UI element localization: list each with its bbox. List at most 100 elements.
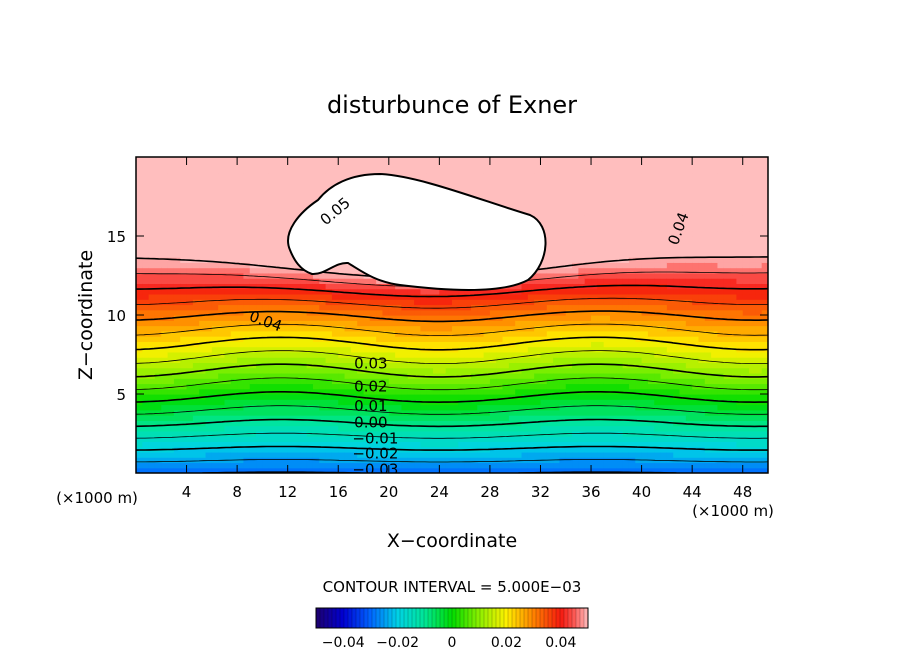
contour-cell: [527, 204, 535, 211]
contour-cell: [136, 351, 143, 358]
contour-cell: [230, 251, 238, 258]
contour-cell: [508, 372, 516, 379]
contour-cell: [414, 157, 421, 163]
contour-cell: [161, 362, 169, 369]
contour-cell: [527, 430, 535, 437]
contour-cell: [275, 330, 282, 337]
contour-cell: [496, 288, 504, 295]
contour-cell: [527, 167, 535, 174]
contour-cell: [199, 199, 207, 205]
contour-cell: [306, 372, 314, 379]
contour-cell: [654, 293, 662, 300]
contour-cell: [584, 341, 592, 348]
contour-cell: [186, 404, 194, 411]
contour-cell: [534, 288, 542, 295]
contour-cell: [224, 209, 232, 216]
contour-cell: [186, 409, 194, 416]
contour-cell: [578, 399, 586, 406]
contour-cell: [572, 172, 579, 179]
contour-cell: [470, 409, 478, 416]
contour-cell: [572, 283, 579, 290]
contour-cell: [136, 209, 143, 216]
contour-cell: [294, 367, 301, 374]
contour-cell: [256, 320, 263, 327]
contour-cell: [211, 336, 219, 342]
contour-cell: [597, 362, 605, 369]
contour-cell: [610, 246, 617, 253]
contour-cell: [439, 378, 447, 385]
contour-cell: [161, 462, 169, 469]
contour-cell: [136, 220, 143, 227]
contour-cell: [294, 441, 301, 448]
contour-cell: [148, 441, 156, 448]
contour-cell: [331, 436, 339, 442]
contour-cell: [243, 193, 251, 200]
contour-cell: [148, 451, 156, 458]
contour-cell: [616, 283, 624, 290]
contour-cell: [154, 341, 162, 348]
contour-cell: [502, 425, 510, 432]
contour-cell: [395, 436, 403, 442]
contour-cell: [452, 415, 459, 421]
contour-cell: [603, 399, 611, 406]
contour-cell: [565, 257, 573, 263]
contour-cell: [300, 278, 308, 284]
contour-cell: [458, 420, 466, 427]
contour-cell: [325, 304, 333, 311]
contour-cell: [414, 309, 421, 316]
contour-cell: [136, 436, 143, 442]
contour-cell: [275, 157, 282, 163]
contour-cell: [230, 430, 238, 437]
contour-cell: [610, 351, 617, 358]
contour-cell: [142, 183, 150, 190]
contour-cell: [218, 357, 226, 363]
contour-cell: [224, 325, 232, 332]
contour-cell: [281, 299, 289, 306]
contour-cell: [553, 394, 561, 400]
contour-cell: [142, 236, 150, 242]
contour-cell: [439, 336, 447, 342]
contour-cell: [350, 288, 358, 295]
contour-cell: [420, 404, 428, 411]
contour-cell: [502, 304, 510, 311]
contour-cell: [192, 246, 200, 253]
contour-cell: [256, 293, 263, 300]
contour-cell: [407, 330, 415, 337]
contour-cell: [433, 351, 440, 358]
contour-cell: [205, 162, 213, 169]
contour-cell: [628, 193, 636, 200]
contour-cell: [603, 304, 611, 311]
contour-cell: [647, 446, 655, 453]
contour-cell: [205, 399, 213, 406]
contour-cell: [211, 346, 219, 353]
contour-cell: [319, 304, 327, 311]
contour-cell: [306, 451, 314, 458]
contour-cell: [414, 288, 421, 295]
contour-cell: [287, 425, 295, 432]
contour-cell: [603, 172, 611, 179]
contour-cell: [262, 251, 270, 258]
contour-cell: [540, 257, 548, 263]
contour-cell: [477, 425, 485, 432]
contour-cell: [553, 378, 561, 385]
contour-cell: [559, 341, 567, 348]
contour-cell: [565, 272, 573, 279]
contour-cell: [553, 293, 561, 300]
contour-cell: [357, 430, 365, 437]
contour-cell: [344, 288, 352, 295]
contour-cell: [154, 362, 162, 369]
contour-cell: [205, 183, 213, 190]
contour-cell: [300, 315, 308, 321]
contour-cell: [148, 230, 156, 237]
contour-cell: [521, 330, 529, 337]
contour-cell: [401, 351, 409, 358]
contour-cell: [148, 388, 156, 395]
contour-cell: [306, 178, 314, 184]
contour-cell: [300, 457, 308, 464]
contour-cell: [180, 357, 188, 363]
contour-cell: [610, 193, 617, 200]
contour-cell: [407, 320, 415, 327]
contour-cell: [445, 457, 453, 464]
contour-cell: [357, 336, 365, 342]
contour-cell: [515, 457, 523, 464]
